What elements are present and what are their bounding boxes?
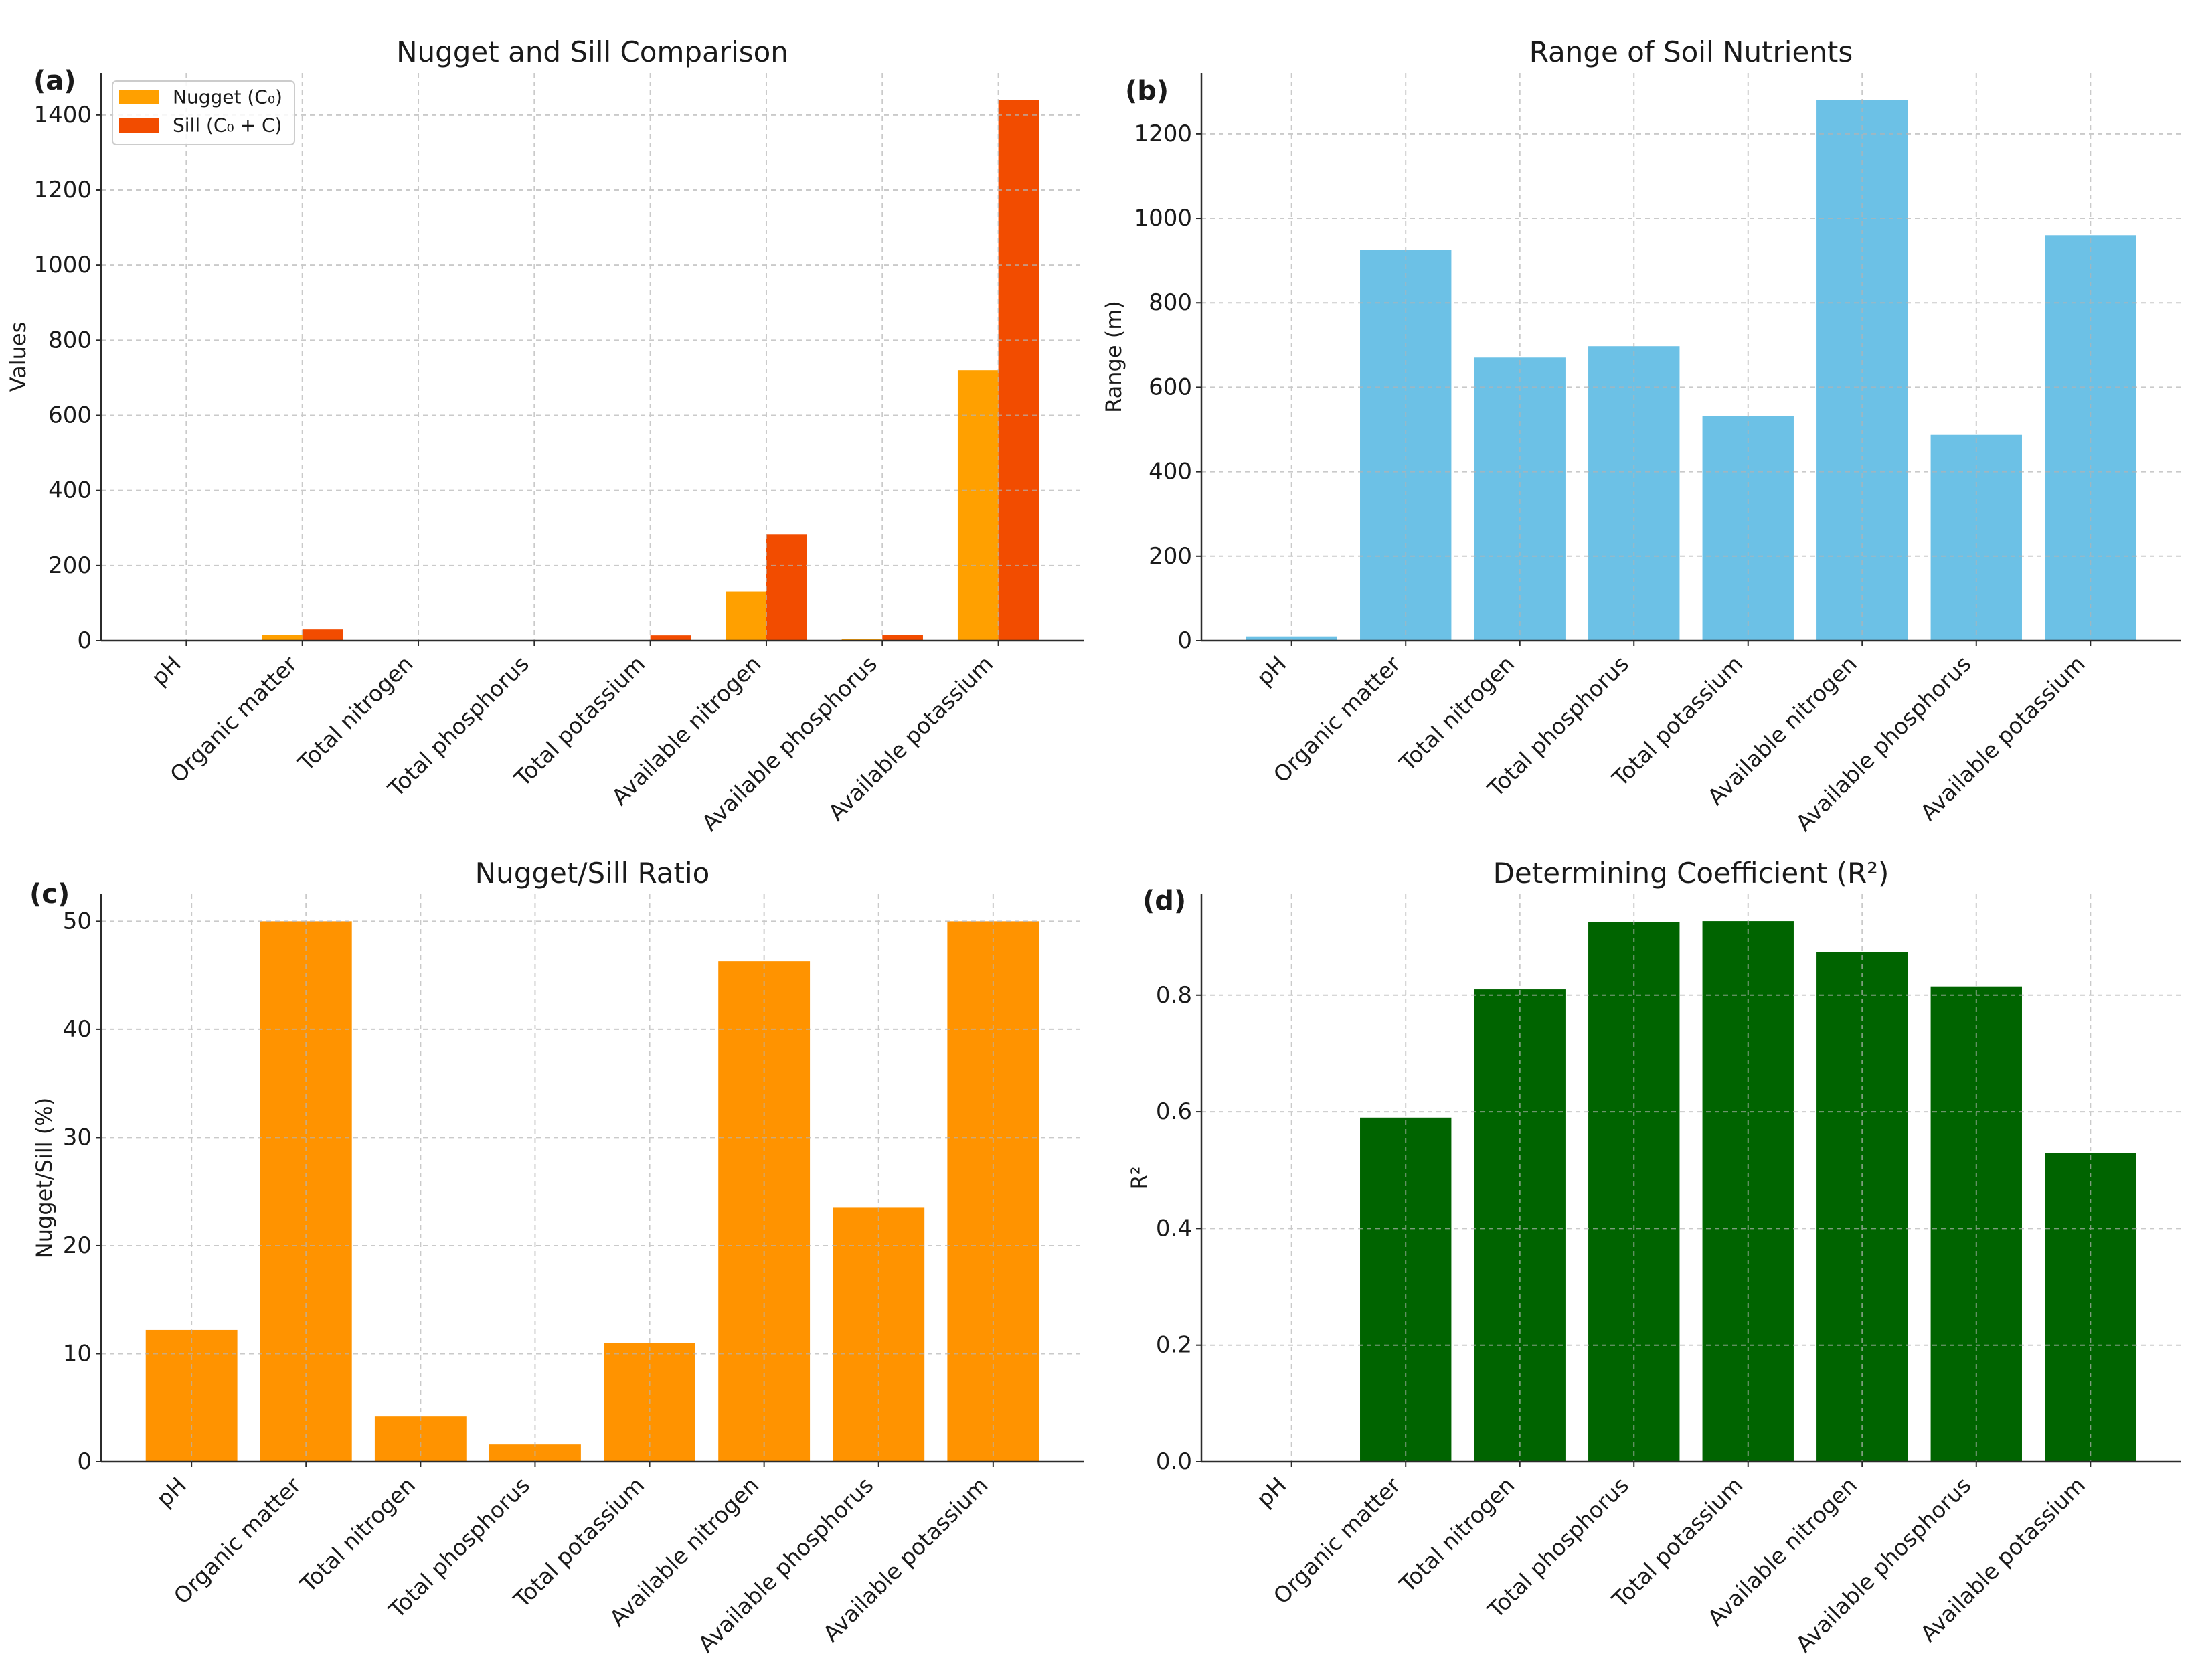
legend-swatch-nugget <box>119 90 159 104</box>
bar-ph <box>1246 636 1337 641</box>
y-tick-label: 400 <box>1149 458 1192 485</box>
y-tick-label: 10 <box>63 1340 92 1367</box>
gridlines-b <box>1201 73 2181 641</box>
y-tick-label: 600 <box>1149 373 1192 400</box>
y-tick-label: 0.4 <box>1156 1215 1192 1242</box>
y-tick-label: 0.0 <box>1156 1448 1192 1475</box>
y-tick-label: 0 <box>77 1448 92 1475</box>
chart-title: Nugget/Sill Ratio <box>475 857 710 890</box>
bar-sill-available-phosphorus <box>882 635 923 641</box>
gridlines-a <box>101 73 1084 641</box>
y-axis-label: Values <box>5 322 31 392</box>
y-tick-label: 20 <box>63 1232 92 1259</box>
legend-label-sill: Sill (C₀ + C) <box>173 114 282 137</box>
panel-label: (d) <box>1143 886 1186 916</box>
y-axis-label: R² <box>1126 1166 1152 1189</box>
bar-ph <box>145 1329 238 1462</box>
panel-label: (b) <box>1125 76 1169 106</box>
bar-nugget-organic-matter <box>262 635 303 641</box>
bar-organic-matter <box>1360 250 1452 641</box>
y-tick-label: 40 <box>63 1016 92 1043</box>
y-tick-label: 1200 <box>33 177 92 203</box>
panel-label: (c) <box>29 879 70 910</box>
y-tick-label: 0 <box>1177 627 1192 654</box>
legend-label-nugget: Nugget (C₀) <box>173 86 282 108</box>
y-tick-label: 30 <box>63 1124 92 1151</box>
bar-sill-available-nitrogen <box>766 534 807 641</box>
bar-sill-available-potassium <box>998 100 1039 641</box>
y-tick-label: 0 <box>77 627 92 654</box>
y-tick-label: 400 <box>48 477 92 504</box>
legend: Nugget (C₀) Sill (C₀ + C) <box>112 80 295 145</box>
y-tick-label: 800 <box>48 327 92 353</box>
y-tick-label: 0.6 <box>1156 1098 1192 1125</box>
legend-swatch-sill <box>119 118 159 133</box>
y-tick-label: 1000 <box>33 252 92 278</box>
y-tick-label: 50 <box>63 908 92 934</box>
chart-title: Range of Soil Nutrients <box>1529 35 1853 68</box>
y-tick-label: 1000 <box>1134 205 1192 232</box>
bar-nugget-available-potassium <box>957 370 999 641</box>
y-tick-label: 1400 <box>33 102 92 129</box>
y-tick-label: 200 <box>48 552 92 579</box>
panel-label: (a) <box>33 66 76 96</box>
y-tick-label: 600 <box>48 402 92 428</box>
chart-title: Determining Coefficient (R²) <box>1493 857 1889 890</box>
y-axis-label: Range (m) <box>1101 301 1126 413</box>
y-axis-label: Nugget/Sill (%) <box>31 1098 57 1258</box>
bar-sill-organic-matter <box>302 629 343 641</box>
y-tick-label: 200 <box>1149 543 1192 570</box>
y-tick-label: 0.8 <box>1156 982 1192 1009</box>
chart-title: Nugget and Sill Comparison <box>396 35 788 68</box>
y-tick-label: 1200 <box>1134 120 1192 147</box>
y-tick-label: 0.2 <box>1156 1332 1192 1359</box>
y-tick-label: 800 <box>1149 289 1192 316</box>
bar-nugget-available-nitrogen <box>726 591 766 641</box>
bar-sill-total-potassium <box>650 635 691 641</box>
